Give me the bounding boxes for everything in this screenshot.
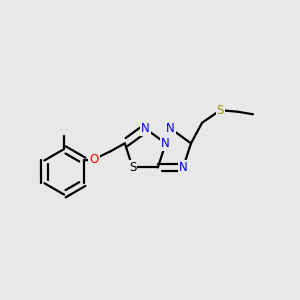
Text: N: N [141, 122, 150, 135]
Text: S: S [217, 104, 224, 117]
Text: N: N [179, 161, 188, 174]
Text: O: O [89, 153, 99, 166]
Text: S: S [129, 161, 136, 174]
Text: N: N [161, 137, 170, 150]
Text: N: N [166, 122, 175, 135]
